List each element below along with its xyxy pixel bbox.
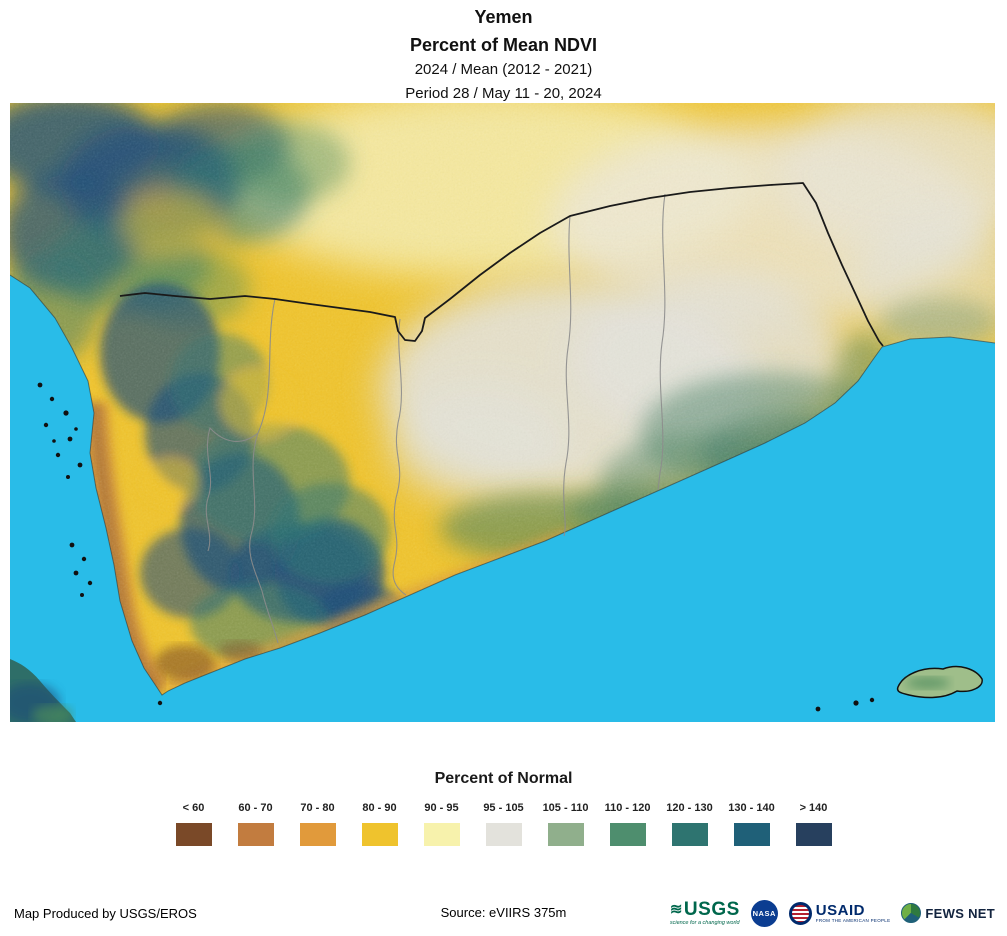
usaid-logo: USAID FROM THE AMERICAN PEOPLE xyxy=(788,901,891,925)
legend-label: < 60 xyxy=(182,802,205,814)
usaid-tagline: FROM THE AMERICAN PEOPLE xyxy=(815,918,891,923)
legend-swatch xyxy=(361,823,398,846)
fewsnet-wordmark: FEWS NET xyxy=(925,905,995,921)
legend-item: 80 - 90 xyxy=(349,802,411,846)
usaid-seal-icon xyxy=(788,901,812,925)
ndvi-map xyxy=(10,103,995,722)
legend-swatch xyxy=(175,823,212,846)
legend-label: 130 - 140 xyxy=(728,802,775,814)
legend-item: > 140 xyxy=(783,802,845,846)
legend-swatch xyxy=(423,823,460,846)
legend-label: 90 - 95 xyxy=(424,802,459,814)
coastline xyxy=(10,274,995,696)
legend-swatch xyxy=(485,823,522,846)
comparison-line: 2024 / Mean (2012 - 2021) xyxy=(414,61,593,78)
legend: Percent of Normal < 60 60 - 70 70 - 80 8… xyxy=(0,770,1007,846)
sea xyxy=(10,275,995,722)
legend-swatch xyxy=(733,823,770,846)
legend-label: 95 - 105 xyxy=(483,802,524,814)
legend-swatch xyxy=(299,823,336,846)
usgs-tagline: science for a changing world xyxy=(669,919,740,926)
legend-label: 105 - 110 xyxy=(542,802,589,814)
fewsnet-logo: FEWS NET xyxy=(901,903,995,923)
legend-label: 120 - 130 xyxy=(666,802,713,814)
legend-item: 110 - 120 xyxy=(597,802,659,846)
legend-swatch xyxy=(671,823,708,846)
ndvi-map-svg xyxy=(10,103,995,722)
usgs-wordmark: USGS xyxy=(683,898,740,920)
usaid-wordmark: USAID xyxy=(815,901,865,919)
legend-swatch xyxy=(547,823,584,846)
logo-strip: ≋ USGS science for a changing world NASA… xyxy=(670,894,995,932)
legend-row: < 60 60 - 70 70 - 80 80 - 90 90 - 95 95 … xyxy=(0,802,1007,846)
legend-item: 60 - 70 xyxy=(225,802,287,846)
legend-label: 70 - 80 xyxy=(300,802,335,814)
usgs-logo: ≋ USGS science for a changing world xyxy=(670,900,740,927)
legend-item: 70 - 80 xyxy=(287,802,349,846)
farasan-islands xyxy=(37,382,83,479)
legend-label: 80 - 90 xyxy=(362,802,397,814)
nasa-logo: NASA xyxy=(750,899,778,927)
yemen-border xyxy=(119,182,884,347)
period-line: Period 28 / May 11 - 20, 2024 xyxy=(405,85,602,102)
country-title: Yemen xyxy=(474,7,533,27)
legend-item: < 60 xyxy=(163,802,225,846)
source-text: Source: eVIIRS 375m xyxy=(440,905,567,920)
legend-swatch xyxy=(795,823,832,846)
map-header: Yemen Percent of Mean NDVI 2024 / Mean (… xyxy=(0,5,1007,105)
legend-title: Percent of Normal xyxy=(434,770,573,787)
legend-label: 110 - 120 xyxy=(604,802,651,814)
fewsnet-globe-icon xyxy=(901,903,922,923)
legend-item: 120 - 130 xyxy=(659,802,721,846)
socotra-islets xyxy=(815,697,875,712)
product-title: Percent of Mean NDVI xyxy=(409,35,598,55)
legend-swatch xyxy=(609,823,646,846)
legend-item: 95 - 105 xyxy=(473,802,535,846)
hanish-islands xyxy=(69,542,163,706)
usgs-wave-icon: ≋ xyxy=(669,900,683,918)
nasa-wordmark: NASA xyxy=(752,908,776,918)
legend-item: 90 - 95 xyxy=(411,802,473,846)
legend-label: 60 - 70 xyxy=(238,802,273,814)
legend-item: 105 - 110 xyxy=(535,802,597,846)
legend-swatch xyxy=(237,823,274,846)
africa-corner xyxy=(10,659,76,722)
admin-boundaries xyxy=(205,193,666,644)
socotra-island xyxy=(896,665,983,699)
legend-label: > 140 xyxy=(799,802,828,814)
legend-item: 130 - 140 xyxy=(721,802,783,846)
produced-by-text: Map Produced by USGS/EROS xyxy=(14,906,197,921)
